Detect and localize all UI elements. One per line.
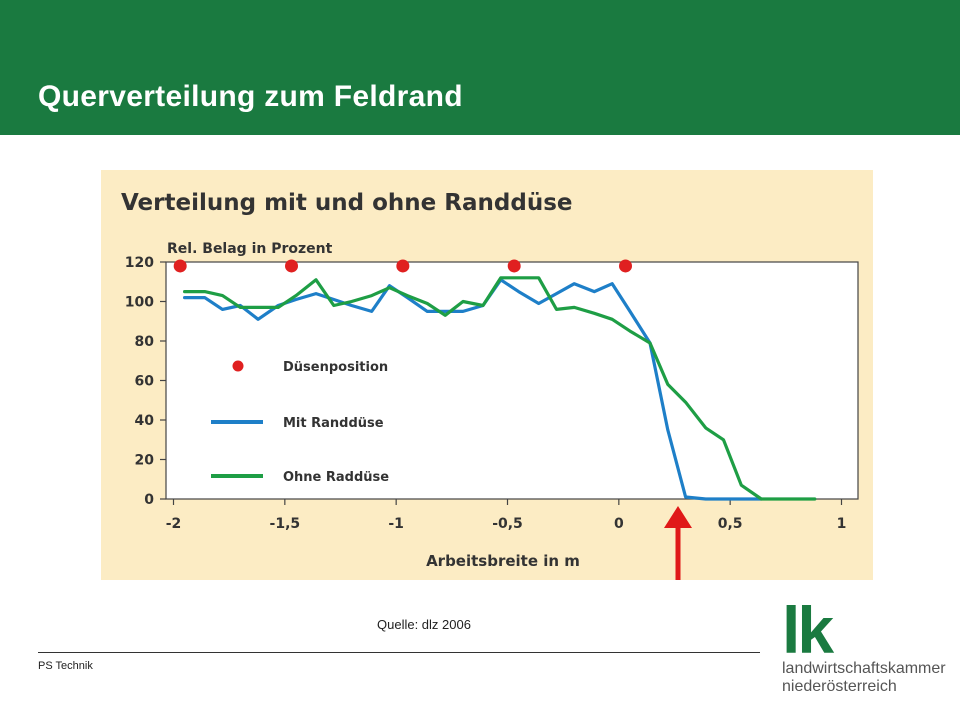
series-line-ohne-raddduese — [182, 276, 817, 501]
source-note: Quelle: dlz 2006 — [377, 617, 471, 632]
logo-mark: lk — [782, 593, 834, 667]
legend-label: Mit Randdüse — [283, 416, 384, 431]
chart-svg: Verteilung mit und ohne Randdüse Rel. Be… — [121, 190, 859, 570]
plot-area: 0 20 40 60 80 100 120 -2 -1,5 -1 -0,5 0 0,5 1 — [125, 255, 859, 532]
logo-text-line1: landwirtschaftskammer — [782, 660, 946, 677]
title-bar: Querverteilung zum Feldrand — [0, 0, 960, 135]
legend-label: Düsenposition — [283, 360, 388, 375]
x-tick-label: 0,5 — [718, 516, 743, 532]
x-tick-label: -0,5 — [492, 516, 523, 532]
nozzle-point — [507, 259, 521, 273]
y-tick-label: 80 — [135, 334, 155, 350]
y-tick-label: 40 — [135, 413, 155, 429]
nozzle-point — [173, 259, 187, 273]
chart-title: Verteilung mit und ohne Randdüse — [121, 190, 573, 216]
y-tick-label: 20 — [135, 453, 155, 469]
y-tick-label: 120 — [125, 255, 154, 271]
nozzle-point — [285, 259, 299, 273]
x-tick-label: 0 — [614, 516, 624, 532]
footer-divider — [38, 652, 760, 653]
y-tick-label: 100 — [125, 295, 154, 311]
y-tick-label: 0 — [144, 492, 154, 508]
edge-arrow — [664, 506, 692, 580]
plot-frame — [165, 261, 859, 500]
y-axis-label: Rel. Belag in Prozent — [167, 241, 333, 257]
nozzle-point — [396, 259, 410, 273]
x-tick-label: -1,5 — [270, 516, 301, 532]
page-title: Querverteilung zum Feldrand — [38, 80, 463, 113]
x-axis-label: Arbeitsbreite in m — [426, 552, 580, 570]
footer-label: PS Technik — [38, 660, 93, 672]
legend-marker-nozzle — [232, 360, 244, 372]
organization-logo: lk landwirtschaftskammer niederösterreic… — [778, 593, 953, 700]
x-tick-label: -2 — [166, 516, 182, 532]
logo-text-line2: niederösterreich — [782, 678, 897, 695]
x-tick-label: 1 — [837, 516, 847, 532]
legend: Düsenposition Mit Randdüse Ohne Raddüse — [211, 360, 389, 485]
nozzle-point — [619, 259, 633, 273]
y-tick-label: 60 — [135, 374, 155, 390]
arrow-head — [664, 506, 692, 528]
legend-label: Ohne Raddüse — [283, 470, 389, 485]
chart-figure: Verteilung mit und ohne Randdüse Rel. Be… — [101, 170, 873, 580]
x-tick-label: -1 — [388, 516, 404, 532]
